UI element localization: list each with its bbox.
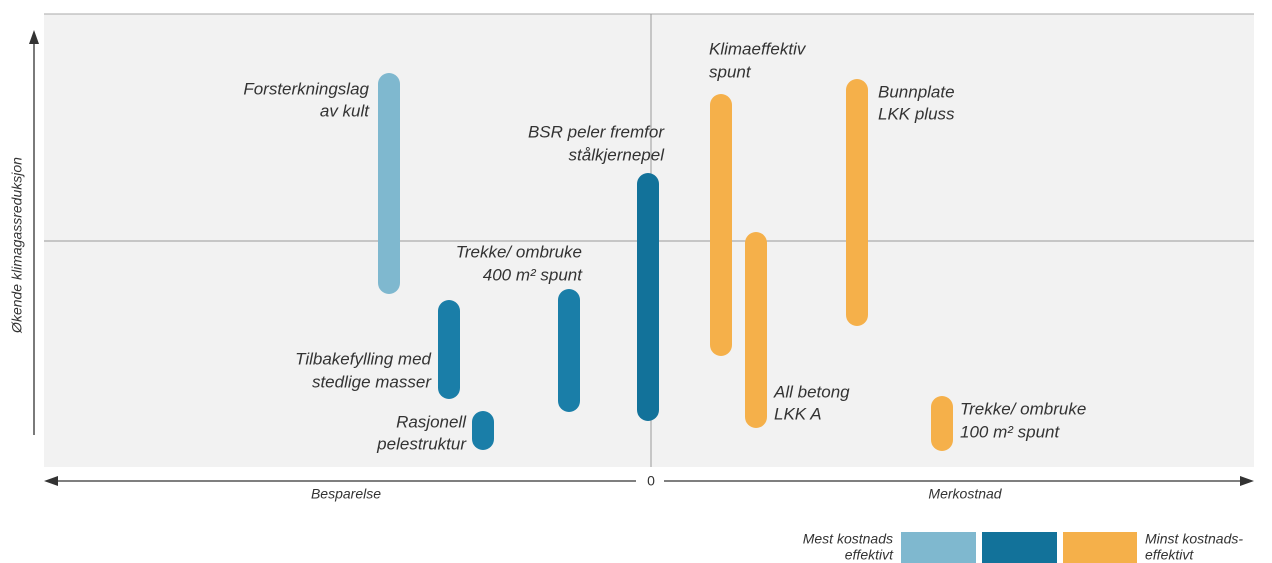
x-left-label: Besparelse bbox=[311, 486, 381, 502]
item-label: Rasjonell bbox=[396, 412, 467, 431]
item-label: 400 m² spunt bbox=[483, 265, 583, 284]
item-label: stålkjernepel bbox=[569, 145, 666, 164]
item-label: av kult bbox=[320, 101, 370, 120]
item-label: BSR peler fremfor bbox=[528, 122, 665, 141]
item-label: LKK pluss bbox=[878, 104, 955, 123]
item-label: Trekke/ ombruke bbox=[960, 399, 1086, 418]
item-label: stedlige masser bbox=[312, 372, 432, 391]
y-arrowhead bbox=[29, 30, 39, 44]
item-label: Klimaeffektiv bbox=[709, 39, 807, 58]
legend-label: effektivt bbox=[1145, 547, 1194, 563]
item-label: pelestruktur bbox=[376, 434, 467, 453]
legend-label: effektivt bbox=[845, 547, 894, 563]
y-axis-label: Økende klimagassreduksjon bbox=[9, 157, 25, 334]
item-label: LKK A bbox=[774, 404, 822, 423]
legend-label: Minst kostnads- bbox=[1145, 531, 1243, 547]
legend-swatch bbox=[1063, 532, 1137, 563]
item-label: spunt bbox=[709, 62, 752, 81]
legend: Mest kostnads effektivt Minst kostnads- … bbox=[803, 531, 1243, 563]
item-label: All betong bbox=[773, 382, 850, 401]
x-right-label: Merkostnad bbox=[928, 486, 1002, 502]
item-label: Forsterkningslag bbox=[243, 79, 369, 98]
legend-swatch bbox=[982, 532, 1057, 563]
x-arrowhead-right bbox=[1240, 476, 1254, 486]
labels: Forsterkningslag av kult Tilbakefylling … bbox=[243, 39, 1086, 453]
item-label: Tilbakefylling med bbox=[295, 349, 431, 368]
legend-label: Mest kostnads bbox=[803, 531, 893, 547]
item-label: Bunnplate bbox=[878, 82, 955, 101]
item-label: Trekke/ ombruke bbox=[456, 242, 582, 261]
legend-swatch bbox=[901, 532, 976, 563]
item-label: 100 m² spunt bbox=[960, 422, 1060, 441]
x-arrowhead-left bbox=[44, 476, 58, 486]
zero-label: 0 bbox=[647, 473, 655, 489]
